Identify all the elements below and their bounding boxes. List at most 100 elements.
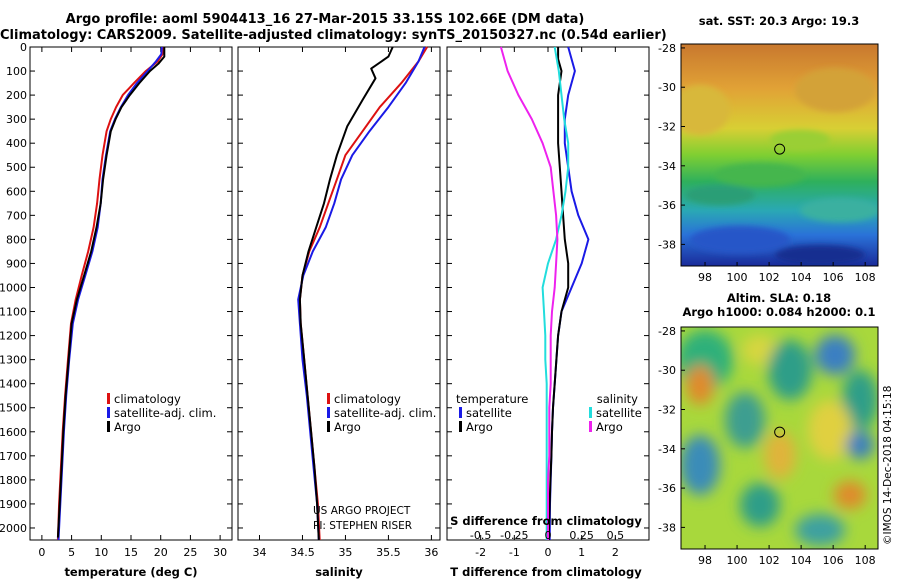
lat-tick-label: -36 [658,482,676,495]
title-line-2: Climatology: CARS2009. Satellite-adjuste… [0,28,667,43]
legend-swatch-satellite [327,407,330,418]
lon-tick-label: 100 [727,271,748,284]
x-tick-label: 35.5 [376,546,401,559]
lon-tick-label: 104 [791,271,812,284]
legend-label-climatology: climatology [114,392,181,406]
difference-series [499,46,590,541]
temperature-series [56,46,166,541]
depth-tick-label: 1400 [0,378,27,391]
legend-label-satellite: satellite-adj. clim. [334,406,436,420]
legend-swatch-satellite [107,407,110,418]
depth-tick-label: 200 [6,89,27,102]
series-line-t-argo [547,47,570,541]
temperature-axes-frame [29,46,233,541]
legend-swatch-s-satellite [589,407,592,418]
legend-label-t-argo: Argo [466,420,493,434]
sla-map-subtitle: Argo h1000: 0.084 h2000: 0.1 [682,305,875,319]
x-tick-label: 30 [213,546,227,559]
pi-credit: PI: STEPHEN RISER [313,520,412,532]
depth-tick-label: 1300 [0,354,27,367]
x-tick-label: 1 [578,546,585,559]
difference-depth-ticks [447,46,649,529]
depth-tick-label: 500 [6,161,27,174]
lon-tick-label: 108 [855,554,876,567]
legend-title-salinity: salinity [597,392,638,406]
lat-tick-label: -32 [658,121,676,134]
legend-label-satellite: satellite-adj. clim. [114,406,216,420]
depth-tick-label: 700 [6,209,27,222]
x-tick-label: 10 [94,546,108,559]
depth-tick-label: 400 [6,137,27,150]
sla-map-title: Altim. SLA: 0.18 [727,291,831,305]
lat-tick-label: -32 [658,404,676,417]
legend-swatch-t-satellite [459,407,462,418]
depth-tick-label: 1600 [0,426,27,439]
x-tick-label: 0 [545,546,552,559]
depth-tick-label: 1200 [0,330,27,343]
sla-field [681,327,878,549]
legend-label-argo: Argo [334,420,361,434]
salinity-x-axis: 34 34.5 35 35.5 36 [252,47,438,559]
argo-position-marker [774,426,786,438]
t-difference-axis-label: T difference from climatology [450,565,642,579]
lat-tick-label: -28 [658,42,676,55]
depth-tick-label: 1700 [0,450,27,463]
s-difference-tick-label: 0 [545,529,552,542]
sst-map: sat. SST: 20.3 Argo: 19.3 98 100 102 104 106… [658,14,879,284]
x-tick-label: 36 [424,546,438,559]
lat-tick-label: -36 [658,199,676,212]
salinity-axes-frame [237,46,441,541]
title-line-1: Argo profile: aoml 5904413_16 27-Mar-201… [65,12,585,27]
depth-tick-label: 1000 [0,281,27,294]
x-tick-label: 20 [154,546,168,559]
lon-tick-label: 98 [698,271,712,284]
x-tick-label: 34 [252,546,266,559]
salinity-legend: climatology satellite-adj. clim. Argo [327,392,436,434]
lon-tick-label: 98 [698,554,712,567]
s-difference-tick-label: -0.25 [500,529,528,542]
imos-watermark: ©IMOS 14-Dec-2018 04:15:18 [882,385,894,545]
x-tick-label: 34.5 [290,546,315,559]
sla-map-axes: 98 100 102 104 106 108 -28 -30 -32 -34 -36 -38 [658,325,876,567]
lon-tick-label: 100 [727,554,748,567]
lat-tick-label: -38 [658,521,676,534]
sst-field [681,44,878,266]
temperature-x-axis: 0 5 10 15 20 25 30 [38,47,227,559]
depth-tick-label: 100 [6,65,27,78]
depth-tick-label: 1900 [0,498,27,511]
sst-map-axes: 98 100 102 104 106 108 -28 -30 -32 -34 -36 -38 [658,42,876,284]
s-difference-axis-label: S difference from climatology [450,514,642,528]
project-credit: US ARGO PROJECT [313,505,411,517]
depth-tick-label: 1100 [0,306,27,319]
sla-map: Altim. SLA: 0.18 Argo h1000: 0.084 h2000… [658,291,879,567]
lon-tick-label: 102 [759,554,780,567]
legend-swatch-climatology [107,393,110,404]
x-tick-label: 2 [612,546,619,559]
lat-tick-label: -30 [658,81,676,94]
difference-axes-frame [446,46,650,541]
s-difference-tick-label: 0.25 [569,529,594,542]
legend-swatch-climatology [327,393,330,404]
lon-tick-label: 106 [823,271,844,284]
x-tick-label: 5 [68,546,75,559]
sla-map-frame [680,326,879,550]
sst-map-frame [680,43,879,267]
s-difference-tick-label: -0.5 [470,529,491,542]
depth-tick-label: 0 [20,41,27,54]
depth-tick-label: 1800 [0,474,27,487]
legend-label-argo: Argo [114,420,141,434]
difference-legend: temperature salinity satellite Argo sate… [456,392,642,434]
lon-tick-label: 102 [759,271,780,284]
depth-tick-label: 900 [6,257,27,270]
depth-tick-label: 600 [6,185,27,198]
lat-tick-label: -38 [658,238,676,251]
legend-label-t-satellite: satellite [466,406,512,420]
lat-tick-label: -34 [658,443,676,456]
x-tick-label: 25 [183,546,197,559]
difference-panel: -2 -1 0 1 2 T difference from climatology S … [446,46,650,579]
lon-tick-label: 108 [855,271,876,284]
salinity-panel: 34 34.5 35 35.5 36 salinity climatology sate… [237,46,441,579]
legend-swatch-argo [327,421,330,432]
legend-label-s-satellite: satellite [596,406,642,420]
